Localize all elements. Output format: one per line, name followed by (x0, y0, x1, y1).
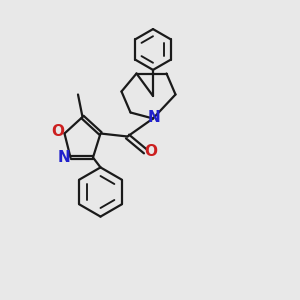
Text: O: O (51, 124, 64, 140)
Text: N: N (147, 110, 160, 125)
Text: N: N (58, 150, 70, 165)
Text: O: O (144, 144, 158, 159)
